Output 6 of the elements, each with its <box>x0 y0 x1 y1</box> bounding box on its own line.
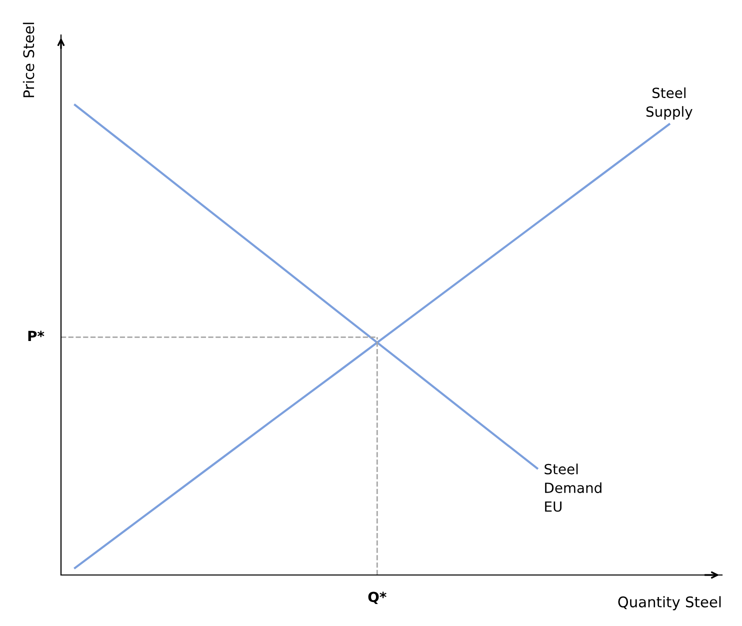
x-axis-title: Quantity Steel <box>618 596 721 610</box>
series-label: Steel Supply <box>646 87 692 120</box>
y-axis-title: Price Steel <box>22 22 34 98</box>
ref-line-label: P* <box>28 330 44 342</box>
text: Q* <box>368 592 386 604</box>
series-label: Steel Demand EU <box>544 464 602 512</box>
